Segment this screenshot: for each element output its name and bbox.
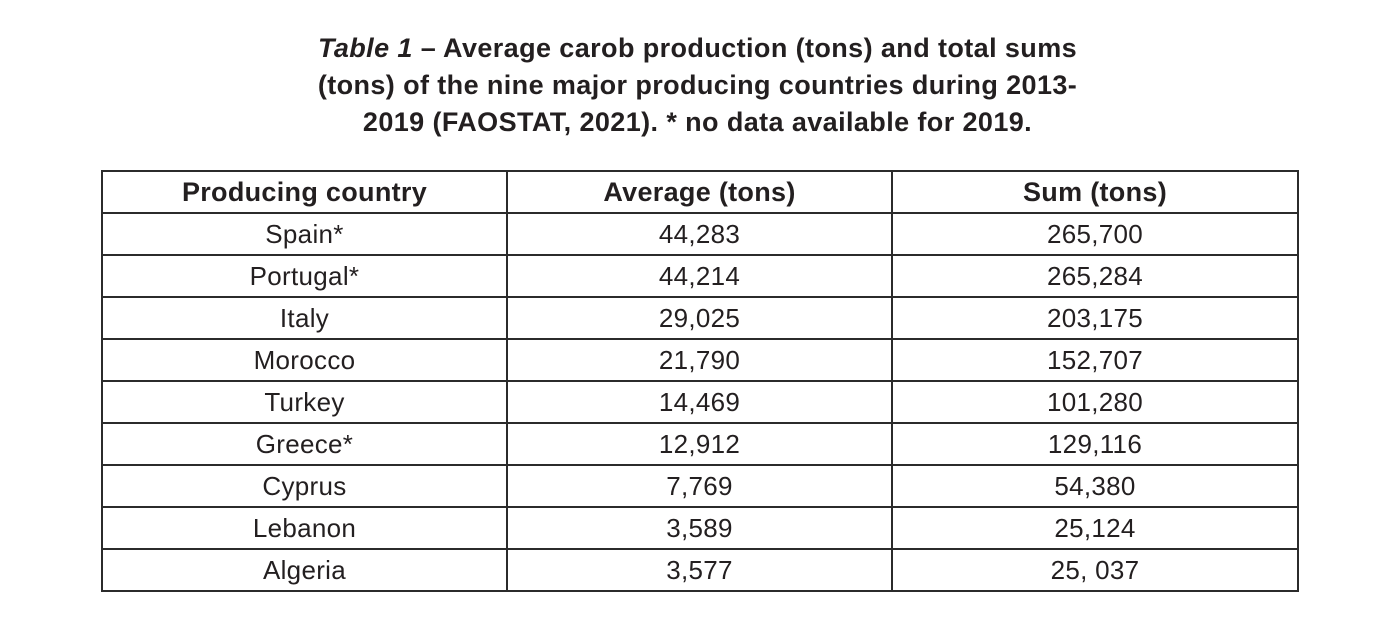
cell-sum: 25, 037 [891,548,1299,592]
column-header-sum: Sum (tons) [891,170,1299,214]
cell-sum: 25,124 [891,506,1299,550]
caption-table-label: Table 1 [317,33,413,63]
caption-line-1: Table 1 – Average carob production (tons… [0,30,1395,67]
cell-sum: 265,700 [891,212,1299,256]
cell-sum: 152,707 [891,338,1299,382]
cell-country: Algeria [101,548,508,592]
table-header-row: Producing country Average (tons) Sum (to… [101,170,1299,214]
cell-sum: 265,284 [891,254,1299,298]
table-row: Cyprus 7,769 54,380 [101,464,1299,508]
cell-country: Italy [101,296,508,340]
cell-country: Turkey [101,380,508,424]
carob-production-table: Producing country Average (tons) Sum (to… [101,170,1299,592]
table-row: Turkey 14,469 101,280 [101,380,1299,424]
cell-sum: 203,175 [891,296,1299,340]
caption-line-3: 2019 (FAOSTAT, 2021). * no data availabl… [362,107,1033,137]
table-caption: Table 1 – Average carob production (tons… [0,30,1395,141]
caption-line-2: (tons) of the nine major producing count… [317,70,1078,100]
table-container: Producing country Average (tons) Sum (to… [101,170,1299,592]
cell-sum: 129,116 [891,422,1299,466]
table-row: Morocco 21,790 152,707 [101,338,1299,382]
cell-country: Portugal* [101,254,508,298]
table-row: Spain* 44,283 265,700 [101,212,1299,256]
cell-average: 21,790 [506,338,893,382]
column-header-producing-country: Producing country [101,170,508,214]
cell-country: Morocco [101,338,508,382]
cell-average: 44,283 [506,212,893,256]
cell-average: 29,025 [506,296,893,340]
cell-average: 44,214 [506,254,893,298]
table-row: Greece* 12,912 129,116 [101,422,1299,466]
cell-average: 3,577 [506,548,893,592]
cell-average: 12,912 [506,422,893,466]
table-row: Algeria 3,577 25, 037 [101,548,1299,592]
cell-sum: 101,280 [891,380,1299,424]
cell-average: 14,469 [506,380,893,424]
cell-sum: 54,380 [891,464,1299,508]
cell-average: 3,589 [506,506,893,550]
cell-average: 7,769 [506,464,893,508]
cell-country: Greece* [101,422,508,466]
table-row: Italy 29,025 203,175 [101,296,1299,340]
cell-country: Cyprus [101,464,508,508]
table-row: Portugal* 44,214 265,284 [101,254,1299,298]
cell-country: Lebanon [101,506,508,550]
table-row: Lebanon 3,589 25,124 [101,506,1299,550]
column-header-average: Average (tons) [506,170,893,214]
cell-country: Spain* [101,212,508,256]
caption-line-1-text: – Average carob production (tons) and to… [412,33,1078,63]
